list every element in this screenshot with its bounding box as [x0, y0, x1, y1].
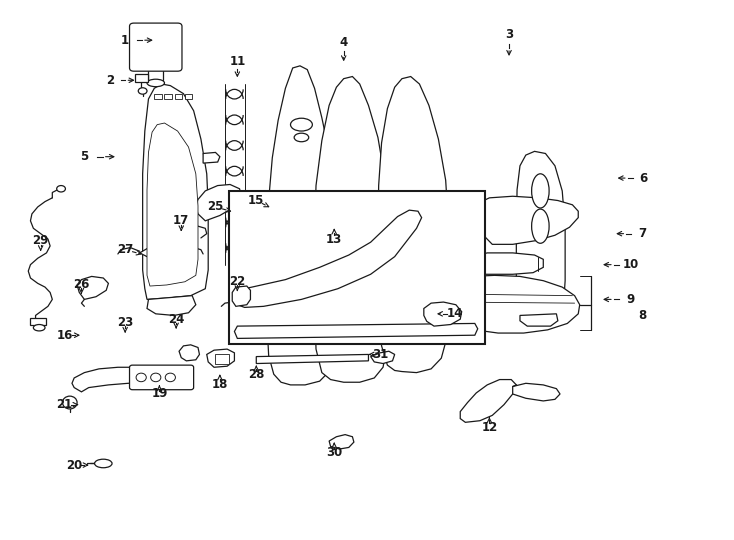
Text: 7: 7 — [639, 227, 647, 240]
Ellipse shape — [147, 79, 164, 87]
Ellipse shape — [150, 373, 161, 382]
FancyBboxPatch shape — [129, 23, 182, 71]
Polygon shape — [234, 210, 421, 307]
Text: 31: 31 — [372, 348, 388, 361]
Text: 25: 25 — [207, 200, 224, 213]
Text: 18: 18 — [211, 379, 228, 392]
Ellipse shape — [95, 459, 112, 468]
Polygon shape — [465, 253, 543, 274]
Ellipse shape — [138, 88, 147, 94]
Text: 2: 2 — [106, 74, 115, 87]
Text: 22: 22 — [229, 275, 245, 288]
Text: 5: 5 — [80, 150, 89, 163]
Text: 17: 17 — [173, 214, 189, 227]
Polygon shape — [234, 323, 478, 339]
Bar — [164, 93, 172, 99]
Text: 12: 12 — [482, 421, 498, 434]
Polygon shape — [460, 380, 516, 422]
Text: 29: 29 — [32, 234, 49, 247]
Text: 1: 1 — [121, 33, 129, 46]
Text: 15: 15 — [248, 194, 264, 207]
Text: 8: 8 — [639, 309, 647, 322]
Polygon shape — [371, 351, 395, 363]
Ellipse shape — [531, 209, 549, 244]
Polygon shape — [266, 66, 336, 385]
Text: 16: 16 — [57, 329, 73, 342]
Polygon shape — [329, 435, 354, 449]
Text: 19: 19 — [151, 388, 167, 401]
Bar — [30, 318, 46, 325]
Bar — [135, 75, 148, 82]
Text: 30: 30 — [326, 446, 342, 460]
Text: 11: 11 — [229, 55, 245, 68]
Bar — [216, 354, 228, 363]
Text: 10: 10 — [622, 258, 639, 271]
Polygon shape — [72, 367, 169, 392]
Bar — [175, 93, 182, 99]
Ellipse shape — [531, 174, 549, 208]
Text: 23: 23 — [117, 316, 134, 329]
Polygon shape — [147, 123, 198, 286]
FancyBboxPatch shape — [129, 365, 194, 390]
Polygon shape — [512, 383, 560, 401]
Polygon shape — [424, 302, 462, 326]
Polygon shape — [142, 84, 208, 299]
Text: 14: 14 — [446, 307, 462, 320]
Polygon shape — [139, 244, 184, 260]
Text: 20: 20 — [66, 458, 82, 471]
Text: 4: 4 — [340, 36, 348, 49]
Polygon shape — [315, 77, 389, 382]
Bar — [185, 93, 192, 99]
Ellipse shape — [291, 118, 313, 131]
Ellipse shape — [165, 373, 175, 382]
Text: 27: 27 — [117, 243, 134, 256]
Bar — [228, 191, 485, 344]
Text: 26: 26 — [73, 279, 90, 292]
Polygon shape — [147, 296, 196, 315]
Polygon shape — [203, 152, 220, 163]
Polygon shape — [378, 77, 448, 373]
Bar — [154, 93, 161, 99]
Text: 9: 9 — [627, 293, 635, 306]
Ellipse shape — [136, 373, 146, 382]
Text: 24: 24 — [168, 313, 184, 326]
Ellipse shape — [62, 396, 77, 409]
Polygon shape — [520, 314, 558, 326]
Polygon shape — [196, 185, 241, 221]
Polygon shape — [179, 345, 200, 361]
Text: 21: 21 — [57, 398, 73, 411]
Polygon shape — [170, 296, 186, 306]
Text: 13: 13 — [326, 233, 342, 246]
Polygon shape — [469, 196, 578, 244]
Text: 6: 6 — [640, 172, 648, 185]
Ellipse shape — [294, 133, 309, 141]
Polygon shape — [232, 286, 250, 306]
Polygon shape — [446, 275, 580, 333]
Polygon shape — [207, 349, 234, 367]
Polygon shape — [77, 276, 109, 299]
Polygon shape — [256, 354, 368, 363]
Polygon shape — [516, 151, 565, 315]
Text: 3: 3 — [505, 28, 513, 42]
Polygon shape — [236, 298, 261, 315]
Text: 28: 28 — [248, 368, 264, 381]
Ellipse shape — [57, 186, 65, 192]
Ellipse shape — [33, 325, 45, 331]
